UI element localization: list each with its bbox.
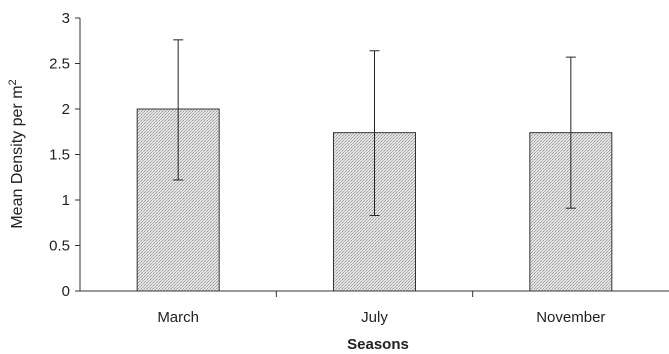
x-tick-label: November	[536, 309, 605, 326]
y-axis-title: Mean Density per m2	[7, 79, 26, 228]
y-tick-label: 2.5	[49, 56, 70, 73]
plot-area: 0 0.5 1 1.5 2 2.5 3 March July November	[49, 10, 669, 326]
x-tick-label: July	[361, 309, 388, 326]
y-tick-label: 1.5	[49, 147, 70, 164]
x-tick-label: March	[157, 309, 199, 326]
y-tick-label: 2	[62, 101, 70, 118]
y-tick-label: 0.5	[49, 238, 70, 255]
y-tick-label: 3	[62, 10, 70, 27]
x-axis-title: Seasons	[347, 336, 409, 353]
y-tick-label: 0	[62, 283, 70, 300]
y-tick-label: 1	[62, 192, 70, 209]
